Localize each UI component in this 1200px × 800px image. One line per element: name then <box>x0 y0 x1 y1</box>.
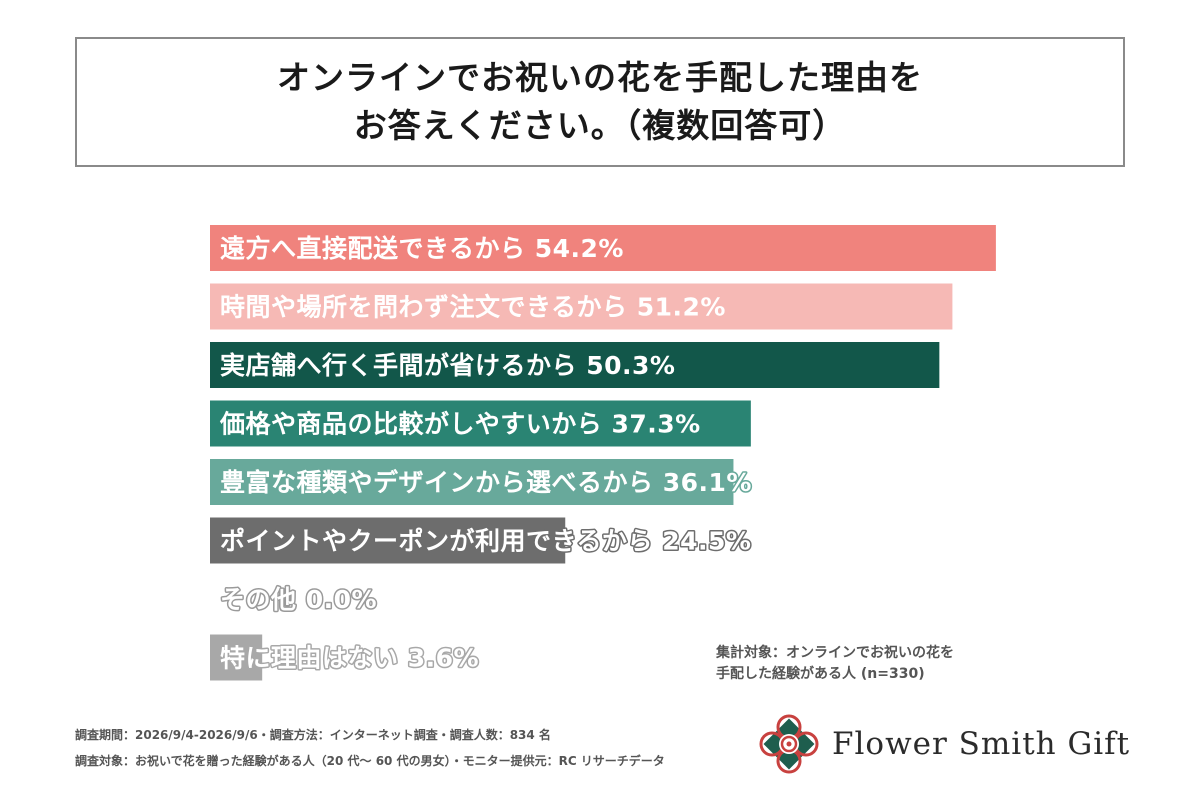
bar-label-5: 豊富な種類やデザインから選べるから 36.1% <box>220 468 752 497</box>
bar-2 <box>210 283 953 330</box>
sample-note-line-1: 集計対象：オンラインでお祝いの花を <box>716 645 954 661</box>
bar-label-4: 価格や商品の比較がしやすいから 37.3% <box>219 410 701 439</box>
bar-label-8: 特に理由はない 3.6% <box>220 644 479 673</box>
survey-target: 調査対象：お祝いで花を贈った経験がある人（20 代～ 60 代の男女）・モニター… <box>75 754 665 768</box>
bar-5 <box>210 459 734 505</box>
bar-label-3: 実店舗へ行く手間が省けるから 50.3% <box>220 351 675 380</box>
sample-note: 集計対象：オンラインでお祝いの花を 手配した経験がある人 (n=330) <box>716 643 954 685</box>
brand: Flower Smith Gift <box>758 712 1130 776</box>
bar-3 <box>210 342 940 388</box>
bar-4 <box>210 400 751 447</box>
bar-6 <box>210 517 566 564</box>
title-line-1: オンラインでお祝いの花を手配した理由を <box>277 58 923 97</box>
title-box: オンラインでお祝いの花を手配した理由を お答えください。（複数回答可） <box>75 37 1125 167</box>
survey-period: 調査期間：2026/9/4-2026/9/6・調査方法：インターネット調査・調査… <box>75 728 551 742</box>
sample-note-line-2: 手配した経験がある人 (n=330) <box>716 666 925 682</box>
bar-label-2: 時間や場所を問わず注文できるから 51.2% <box>220 293 726 322</box>
brand-name: Flower Smith Gift <box>832 726 1131 762</box>
title-line-2: お答えください。（複数回答可） <box>353 106 847 145</box>
survey-footer: 調査期間：2026/9/4-2026/9/6・調査方法：インターネット調査・調査… <box>75 722 665 774</box>
bar-8 <box>210 634 263 681</box>
bar-label-7: その他 0.0% <box>220 585 377 614</box>
bar-label-1: 遠方へ直接配送できるから 54.2% <box>220 234 624 263</box>
bar-label-6: ポイントやクーポンが利用できるから 24.5% <box>220 527 751 556</box>
flower-logo-icon <box>759 714 819 774</box>
bar-1 <box>210 225 996 271</box>
